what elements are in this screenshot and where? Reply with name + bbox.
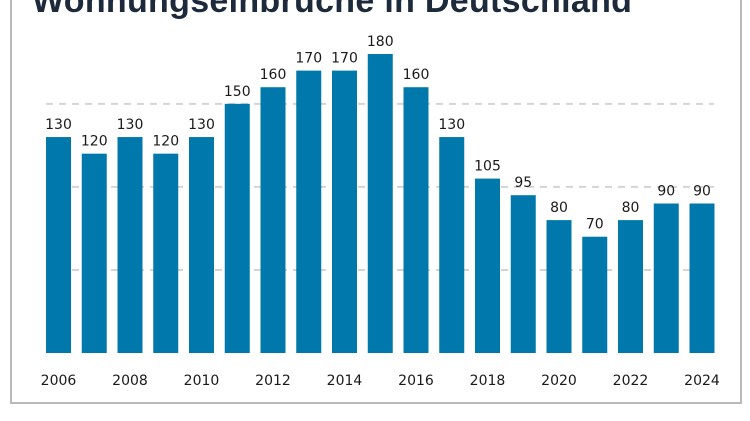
data-label-2009: 120 — [152, 134, 179, 150]
data-label-2007: 120 — [81, 134, 108, 150]
bar-2022 — [618, 220, 643, 353]
data-label-2016: 160 — [403, 67, 430, 83]
data-label-2019: 95 — [514, 175, 532, 191]
data-label-2012: 160 — [260, 67, 287, 83]
data-label-2017: 130 — [438, 117, 465, 133]
bar-2021 — [582, 236, 608, 353]
data-label-2006: 130 — [45, 117, 72, 133]
x-tick-2022: 2022 — [613, 373, 649, 389]
x-tick-2018: 2018 — [470, 373, 506, 389]
bar-2013 — [296, 70, 322, 353]
bar-2012 — [260, 87, 286, 353]
data-label-2018: 105 — [474, 159, 501, 175]
x-tick-2024: 2024 — [684, 373, 720, 389]
bar-2018 — [475, 178, 500, 353]
bar-2011 — [224, 103, 250, 353]
data-label-2023: 90 — [657, 184, 675, 200]
bar-2008 — [117, 137, 143, 353]
bar-2020 — [546, 220, 572, 353]
data-label-2008: 130 — [117, 117, 144, 133]
x-tick-2008: 2008 — [112, 373, 148, 389]
data-label-2014: 170 — [331, 51, 358, 67]
data-label-2020: 80 — [550, 200, 568, 216]
bar-2006 — [46, 137, 71, 353]
data-label-2015: 180 — [367, 34, 394, 50]
bar-2007 — [81, 153, 107, 353]
data-label-2022: 80 — [622, 200, 640, 216]
data-label-2013: 170 — [295, 51, 322, 67]
bar-2009 — [153, 153, 179, 353]
bar-2017 — [439, 137, 465, 353]
data-label-2024: 90 — [693, 184, 711, 200]
bar-2014 — [332, 70, 357, 353]
x-tick-2016: 2016 — [398, 373, 434, 389]
bar-2016 — [403, 87, 429, 353]
chart-title: Wohnungseinbrüche in Deutschland — [32, 0, 633, 20]
bar-2015 — [367, 54, 393, 353]
data-label-2011: 150 — [224, 84, 251, 100]
x-tick-2010: 2010 — [184, 373, 220, 389]
bar-2019 — [510, 195, 536, 353]
bar-2010 — [189, 137, 214, 353]
x-tick-2006: 2006 — [41, 373, 77, 389]
x-tick-2012: 2012 — [255, 373, 291, 389]
x-tick-2014: 2014 — [327, 373, 363, 389]
data-label-2010: 130 — [188, 117, 215, 133]
bar-2023 — [653, 203, 679, 353]
bar-2024 — [689, 203, 715, 353]
x-tick-2020: 2020 — [541, 373, 577, 389]
data-label-2021: 70 — [586, 217, 604, 233]
